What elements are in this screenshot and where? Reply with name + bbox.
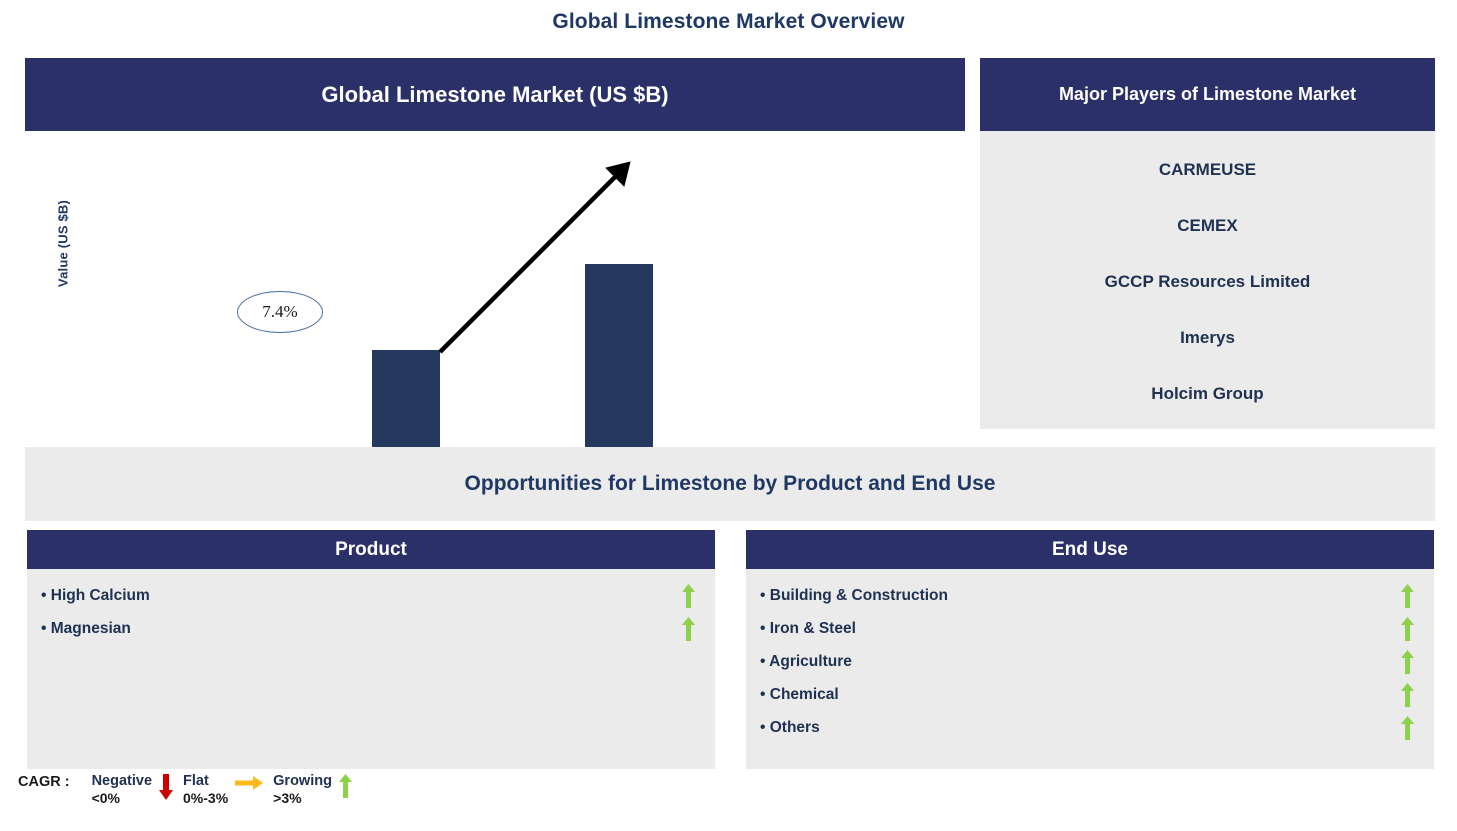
list-item: • Building & Construction bbox=[746, 579, 1434, 612]
product-list: • High Calcium • Magnesian bbox=[27, 569, 715, 769]
arrow-down-icon bbox=[159, 772, 174, 805]
enduse-item-label: • Chemical bbox=[760, 686, 839, 704]
chart-y-axis-label: Value (US $B) bbox=[55, 199, 71, 288]
enduse-item-text: Others bbox=[769, 718, 820, 736]
arrow-right-icon bbox=[235, 772, 264, 795]
enduse-panel-header: End Use bbox=[746, 530, 1434, 569]
legend-flat-range: 0%-3% bbox=[183, 790, 229, 807]
arrow-up-icon bbox=[1401, 583, 1414, 608]
legend-growing-name: Growing bbox=[273, 773, 332, 789]
cagr-legend-title: CAGR : bbox=[18, 774, 70, 790]
enduse-item-label: • Building & Construction bbox=[760, 587, 948, 605]
enduse-item-text: Agriculture bbox=[769, 652, 852, 670]
opportunities-banner: Opportunities for Limestone by Product a… bbox=[25, 447, 1435, 521]
opportunities-banner-text: Opportunities for Limestone by Product a… bbox=[464, 472, 996, 495]
list-item: CEMEX bbox=[1177, 216, 1238, 235]
list-item: • Others bbox=[746, 711, 1434, 744]
legend-negative-name: Negative bbox=[91, 773, 153, 789]
bullet-icon: • bbox=[760, 718, 766, 736]
enduse-item-label: • Iron & Steel bbox=[760, 620, 856, 638]
bar-2031 bbox=[585, 264, 653, 476]
chart-panel-header: Global Limestone Market (US $B) bbox=[25, 58, 965, 131]
list-item: • Magnesian bbox=[27, 612, 715, 645]
list-item: • High Calcium bbox=[27, 579, 715, 612]
legend-item-growing: Growing >3% bbox=[273, 772, 352, 808]
list-item: CARMEUSE bbox=[1158, 160, 1257, 179]
legend-item-negative: Negative <0% bbox=[92, 772, 174, 808]
arrow-up-icon bbox=[682, 583, 695, 608]
arrow-up-icon bbox=[682, 616, 695, 641]
list-item: Imerys bbox=[1180, 328, 1235, 347]
major-players-panel: Major Players of Limestone Market CARMEU… bbox=[980, 58, 1435, 429]
enduse-item-text: Iron & Steel bbox=[769, 619, 856, 637]
arrow-up-icon bbox=[1401, 616, 1414, 641]
legend-flat-name: Flat bbox=[183, 773, 209, 789]
arrow-up-icon bbox=[338, 772, 352, 803]
cagr-callout-bubble: 7.4% bbox=[237, 291, 323, 333]
enduse-item-label: • Agriculture bbox=[760, 653, 852, 671]
cagr-legend: CAGR : Negative <0% Flat 0%-3% bbox=[18, 772, 352, 808]
product-item-text: High Calcium bbox=[50, 586, 150, 604]
bullet-icon: • bbox=[760, 685, 766, 703]
enduse-item-label: • Others bbox=[760, 719, 820, 737]
players-panel-header: Major Players of Limestone Market bbox=[980, 58, 1435, 131]
list-item: • Iron & Steel bbox=[746, 612, 1434, 645]
arrow-up-icon bbox=[1401, 715, 1414, 740]
arrow-up-icon bbox=[1401, 649, 1414, 674]
list-item: Holcim Group bbox=[1151, 384, 1264, 403]
product-panel: Product • High Calcium • Magnesian bbox=[27, 530, 715, 769]
bullet-icon: • bbox=[41, 586, 47, 604]
bullet-icon: • bbox=[760, 586, 766, 604]
product-item-text: Magnesian bbox=[50, 619, 131, 637]
legend-growing-range: >3% bbox=[273, 790, 302, 807]
product-item-label: • Magnesian bbox=[41, 620, 131, 638]
legend-negative-range: <0% bbox=[91, 790, 120, 807]
enduse-list: • Building & Construction • Iron & Steel bbox=[746, 569, 1434, 769]
bullet-icon: • bbox=[41, 619, 47, 637]
arrow-up-icon bbox=[1401, 682, 1414, 707]
enduse-panel: End Use • Building & Construction • Iron… bbox=[746, 530, 1434, 769]
legend-growing-text: Growing >3% bbox=[273, 772, 332, 808]
legend-flat-text: Flat 0%-3% bbox=[183, 772, 228, 808]
bullet-icon: • bbox=[760, 619, 766, 637]
list-item: • Agriculture bbox=[746, 645, 1434, 678]
product-panel-header: Product bbox=[27, 530, 715, 569]
enduse-item-text: Chemical bbox=[769, 685, 839, 703]
market-chart-panel: Global Limestone Market (US $B) Value (U… bbox=[25, 58, 965, 505]
chart-body: Value (US $B) 2024 2031 7.4% Source : Lu… bbox=[25, 131, 965, 505]
legend-item-flat: Flat 0%-3% bbox=[183, 772, 264, 808]
bullet-icon: • bbox=[760, 652, 766, 670]
page-title: Global Limestone Market Overview bbox=[552, 10, 905, 33]
enduse-item-text: Building & Construction bbox=[769, 586, 948, 604]
legend-negative-text: Negative <0% bbox=[92, 772, 152, 808]
players-list: CARMEUSE CEMEX GCCP Resources Limited Im… bbox=[980, 131, 1435, 429]
product-item-label: • High Calcium bbox=[41, 587, 150, 605]
list-item: • Chemical bbox=[746, 678, 1434, 711]
list-item: GCCP Resources Limited bbox=[1104, 272, 1311, 291]
